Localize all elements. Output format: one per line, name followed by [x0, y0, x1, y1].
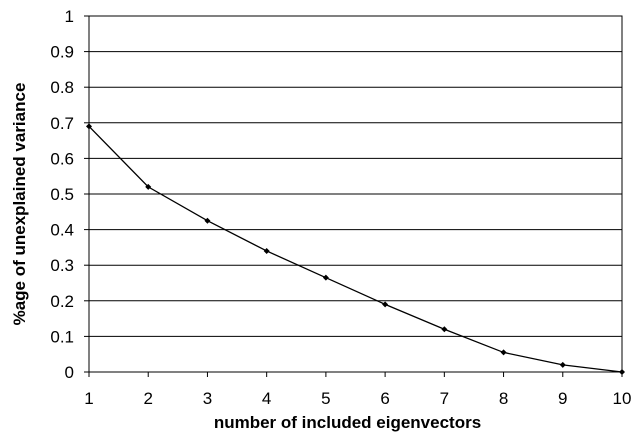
- data-point: [322, 274, 329, 281]
- y-axis-title: %age of unexplained variance: [10, 83, 29, 326]
- data-point: [382, 301, 389, 308]
- y-axis-ticks: 0 0.1 0.2 0.3 0.4 0.5 0.6 0.7 0.8 0.9 1: [50, 7, 89, 382]
- y-tick-label: 0.4: [50, 221, 74, 240]
- y-tick-label: 0: [65, 363, 74, 382]
- y-tick-label: 0.3: [50, 256, 74, 275]
- x-tick-label: 7: [440, 389, 449, 408]
- y-tick-label: 0.6: [50, 149, 74, 168]
- series-line: [88, 125, 623, 373]
- data-point: [204, 217, 211, 224]
- x-tick-label: 9: [558, 389, 567, 408]
- data-point: [619, 369, 625, 375]
- y-tick-label: 0.2: [50, 292, 74, 311]
- x-tick-label: 10: [613, 389, 632, 408]
- y-tick-label: 0.7: [50, 114, 74, 133]
- grid-lines: [89, 15, 622, 373]
- data-point: [559, 361, 566, 368]
- x-tick-label: 8: [499, 389, 508, 408]
- x-tick-label: 3: [203, 389, 212, 408]
- data-point: [263, 247, 270, 254]
- y-tick-label: 0.9: [50, 43, 74, 62]
- series: [86, 123, 625, 375]
- y-tick-label: 1: [65, 7, 74, 26]
- y-tick-label: 0.8: [50, 78, 74, 97]
- data-point: [145, 183, 152, 190]
- data-point: [441, 326, 448, 333]
- y-tick-label: 0.5: [50, 185, 74, 204]
- x-tick-label: 5: [321, 389, 330, 408]
- x-axis-ticks: 1 2 3 4 5 6 7 8 9 10: [84, 372, 631, 408]
- x-tick-label: 4: [262, 389, 271, 408]
- x-tick-label: 2: [143, 389, 152, 408]
- y-tick-label: 0.1: [50, 327, 74, 346]
- x-axis-title: number of included eigenvectors: [214, 413, 481, 432]
- data-point: [86, 123, 92, 130]
- x-tick-label: 6: [380, 389, 389, 408]
- x-tick-label: 1: [84, 389, 93, 408]
- data-point: [500, 349, 507, 356]
